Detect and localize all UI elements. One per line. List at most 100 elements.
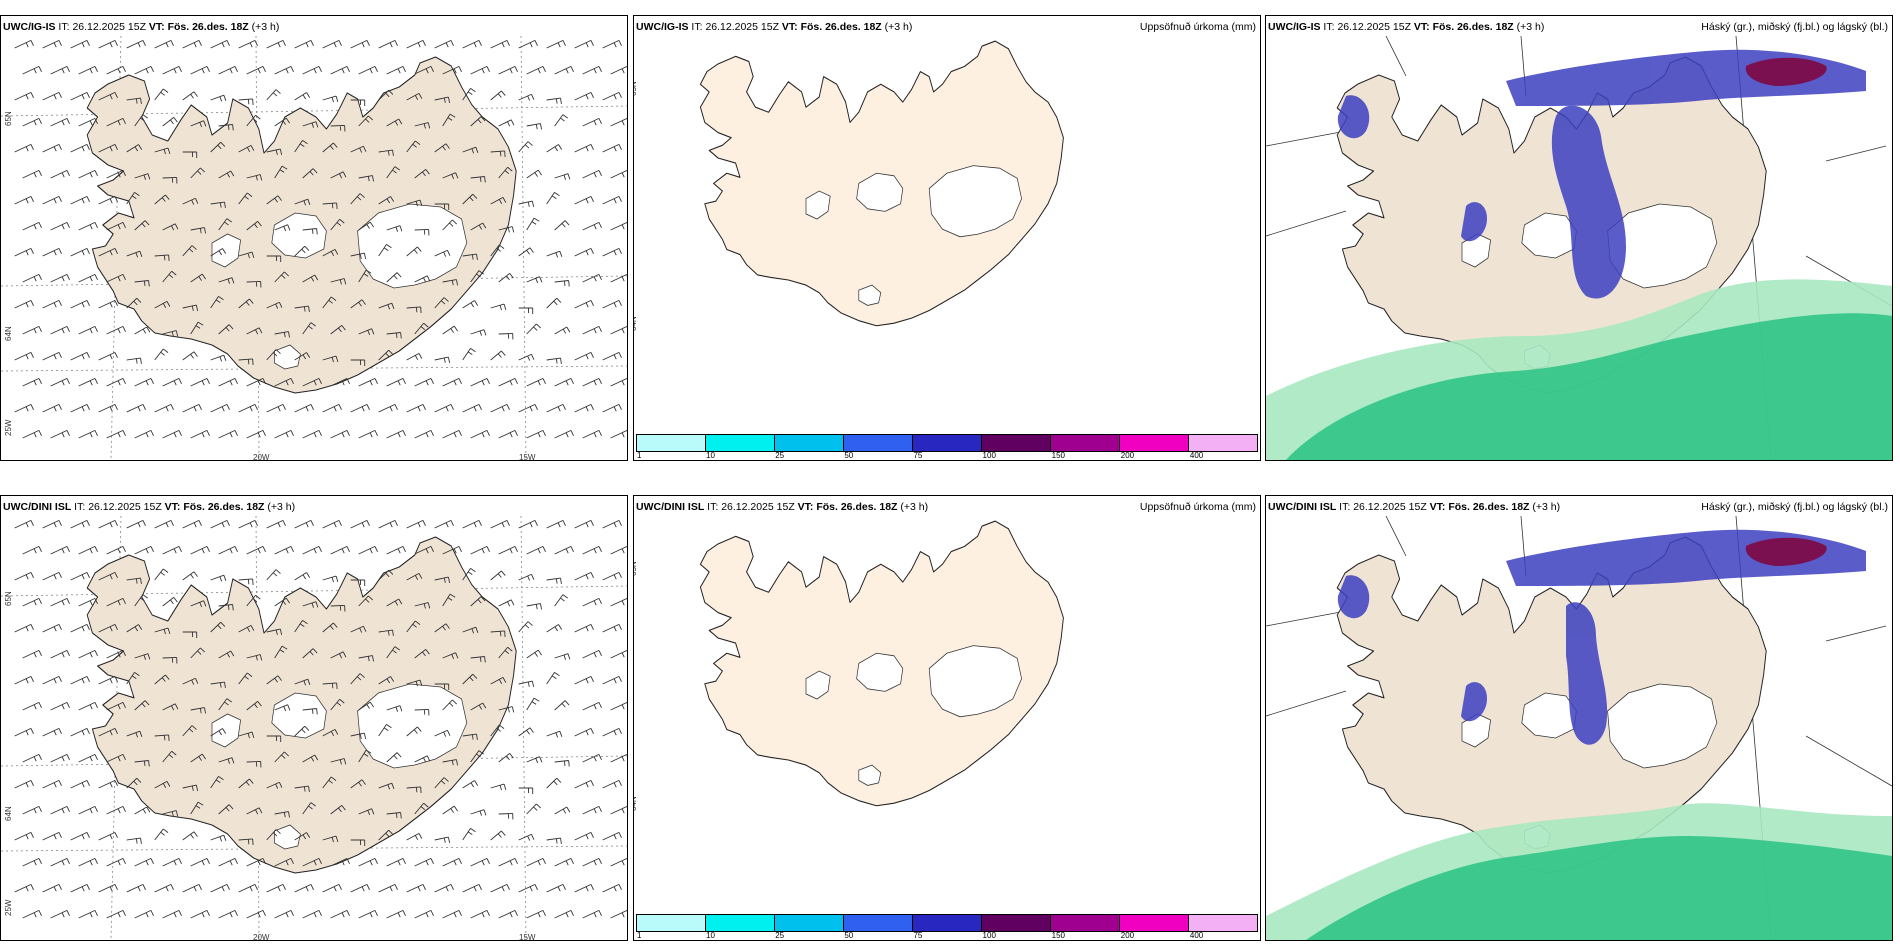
wind-barb (154, 627, 171, 635)
wind-barb (274, 811, 290, 818)
wind-barb (358, 115, 374, 127)
wind-barb (434, 729, 451, 737)
wind-barb (378, 629, 394, 637)
legend-swatch (913, 435, 982, 451)
wind-barb (330, 218, 345, 231)
projection-line (1385, 516, 1407, 557)
projection-line (1266, 130, 1347, 147)
wind-barb (330, 758, 347, 765)
wind-barb (378, 39, 398, 49)
lat-label-65n: 65N (4, 111, 13, 126)
wind-barb (358, 65, 378, 75)
wind-barb (274, 751, 290, 763)
wind-barb (190, 227, 206, 234)
wind-barb (434, 249, 451, 257)
wind-barb (526, 603, 542, 610)
legend-tick: 25 (775, 931, 785, 940)
glacier-3 (858, 764, 882, 786)
wind-barb (22, 65, 42, 75)
wind-barb (358, 545, 378, 555)
wind-barb (106, 909, 126, 919)
wind-barb (330, 545, 350, 555)
wind-barb (42, 143, 62, 153)
wind-barb (182, 403, 202, 413)
wind-barb (518, 883, 538, 893)
wind-barb (14, 299, 34, 309)
wind-barb (610, 65, 627, 75)
wind-barb (294, 572, 311, 581)
iceland-group (699, 520, 1064, 807)
wind-barb (266, 519, 286, 529)
wind-barb (610, 169, 627, 179)
legend-tick: 75 (913, 931, 923, 940)
wind-barb (322, 202, 338, 210)
lat-label-65n: 65N (633, 81, 638, 96)
wind-barb (78, 169, 98, 179)
projection-line (1385, 36, 1407, 77)
wind-barb (274, 224, 291, 232)
wind-barb (434, 623, 450, 633)
wind-barb (414, 377, 434, 387)
wind-barb (582, 169, 602, 179)
lon-gridline (520, 36, 527, 460)
wind-barb (218, 429, 238, 439)
wind-barb (134, 760, 150, 767)
wind-barb (498, 545, 518, 555)
wind-barb (294, 245, 310, 257)
legend-tick: 400 (1189, 931, 1204, 940)
wind-barb (78, 597, 98, 607)
wind-barb (22, 805, 42, 815)
wind-barb (358, 269, 372, 283)
wind-barb (526, 803, 542, 815)
wind-barb (602, 727, 622, 737)
wind-barb (546, 519, 566, 529)
wind-barb (490, 403, 510, 413)
wind-barb (134, 806, 151, 815)
wind-barb (526, 429, 546, 439)
wind-barb (498, 272, 514, 283)
wind-barb (554, 653, 571, 660)
wind-barb (358, 221, 375, 231)
wind-barb (302, 754, 319, 763)
legend-tick: 200 (1120, 931, 1135, 940)
wind-barb (162, 545, 182, 555)
wind-barb (386, 705, 403, 712)
wind-barb (218, 757, 235, 764)
wind-barb (386, 812, 402, 819)
lat-gridline (1, 585, 627, 597)
wind-barb (330, 429, 350, 439)
wind-barb (106, 597, 126, 607)
wind-barb (582, 377, 602, 387)
wind-barb (386, 166, 401, 179)
wind-barb (442, 805, 459, 815)
wind-barb (154, 348, 169, 361)
wind-barb (190, 120, 207, 128)
wind-barb (134, 114, 149, 127)
wind-barb (106, 273, 126, 283)
wind-barb (582, 273, 602, 283)
wind-barb (350, 839, 366, 846)
wind-barb (14, 403, 34, 413)
wind-barb (546, 403, 566, 413)
wind-barb (470, 857, 490, 867)
wind-barb (386, 857, 406, 867)
wind-barb (302, 65, 322, 75)
wind-barb (218, 124, 234, 131)
wind-barb (154, 883, 174, 893)
wind-barb (238, 672, 253, 685)
wind-barb (274, 271, 290, 283)
wind-barb (274, 117, 291, 127)
wind-barb (266, 39, 286, 49)
wind-barb (190, 545, 210, 555)
wind-barb (414, 709, 430, 716)
wind-barb (414, 275, 431, 283)
wind-barb (490, 783, 507, 791)
wind-barb (42, 39, 62, 49)
wind-barb (162, 657, 178, 664)
wind-barb (406, 519, 426, 529)
panel-field-title: Háský (gr.), miðský (fj.bl.) og lágský (… (1701, 501, 1888, 513)
wind-barb (406, 403, 426, 413)
wind-barb (238, 98, 254, 106)
wind-barb (50, 753, 70, 763)
wind-barb (526, 909, 546, 919)
